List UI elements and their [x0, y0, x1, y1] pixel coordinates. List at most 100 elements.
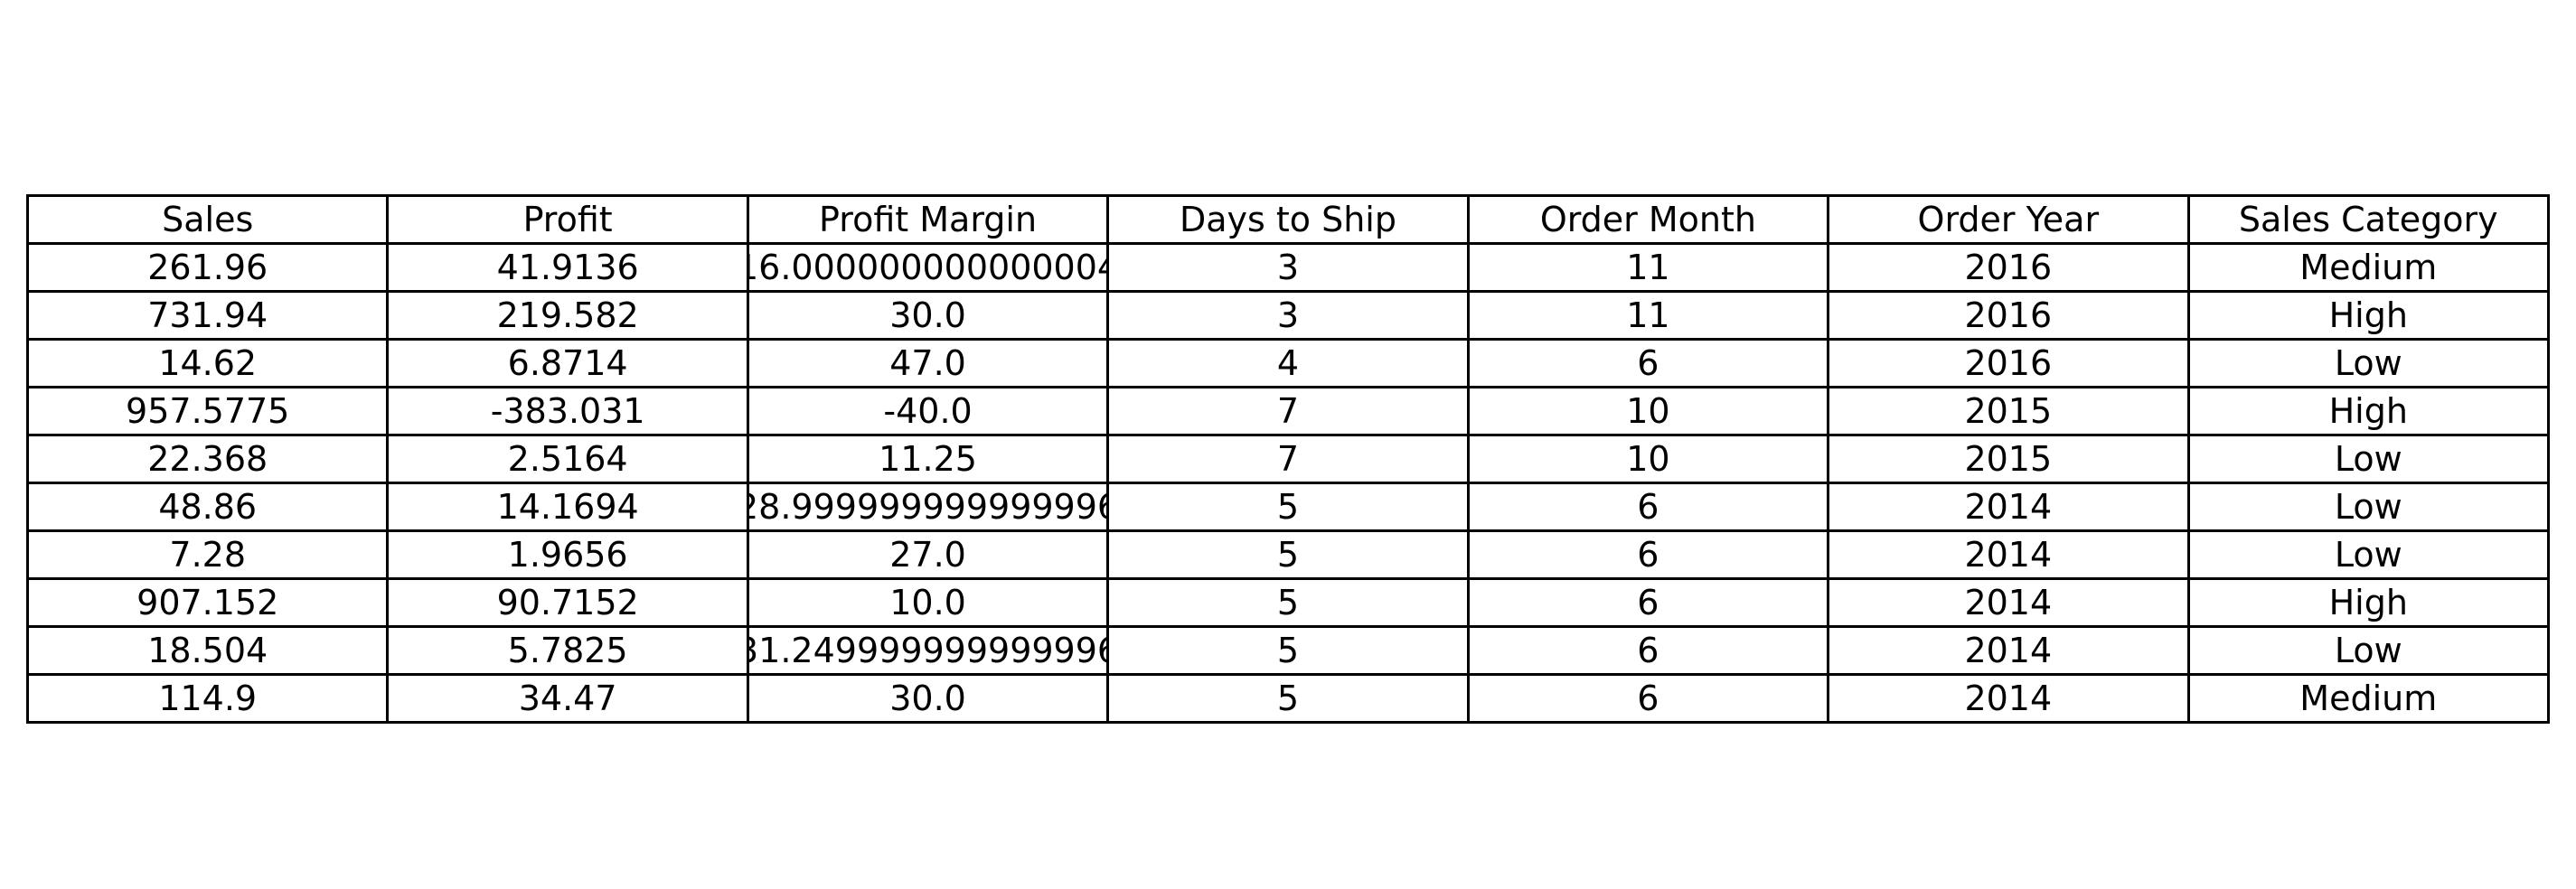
table-cell: 2014	[1827, 625, 2190, 676]
column-header: Order Month	[1466, 194, 1830, 245]
table-cell-text: 2014	[1964, 678, 2053, 718]
table-cell-text: 3	[1276, 295, 1300, 335]
table-cell-text: 22.368	[147, 439, 268, 479]
table-row: 7.28 1.9656 27.0 5 6 2014 Low	[25, 529, 2551, 580]
table-cell: 2014	[1827, 673, 2190, 724]
table-cell: 5	[1106, 673, 1470, 724]
table-cell: Low	[2186, 482, 2551, 532]
table-cell: Medium	[2186, 673, 2551, 724]
table-cell-text: 5.7825	[507, 631, 628, 670]
table-cell: 18.504	[25, 625, 390, 676]
table-cell: 6.8714	[386, 338, 749, 388]
table-cell: 27.0	[746, 529, 1110, 580]
table-cell: 114.9	[25, 673, 390, 724]
table-cell-text: 34.47	[518, 678, 617, 718]
table-cell-text: 6	[1637, 631, 1659, 670]
table-cell: 28.999999999999996	[746, 482, 1110, 532]
table-cell: Low	[2186, 338, 2551, 388]
table-cell-text: 10.0	[889, 583, 966, 622]
table-cell-text: 11	[1626, 295, 1670, 335]
table-row: 907.152 90.7152 10.0 5 6 2014 High	[25, 577, 2551, 628]
table-cell: 11	[1466, 242, 1830, 293]
table-cell-text: High	[2328, 583, 2408, 622]
table-cell-text: Low	[2334, 535, 2402, 575]
table-cell: 907.152	[25, 577, 390, 628]
table-cell: 2.5164	[386, 434, 749, 484]
table-cell-text: 5	[1276, 487, 1300, 527]
table-cell-text: 2015	[1964, 439, 2053, 479]
table-cell-text: -40.0	[883, 391, 973, 431]
table-row: 731.94 219.582 30.0 3 11 2016 High	[25, 290, 2551, 341]
table-cell-text: 2.5164	[507, 439, 628, 479]
table-cell-text: 957.5775	[126, 391, 290, 431]
table-cell-text: 2014	[1964, 631, 2053, 670]
table-cell-text: 6.8714	[507, 343, 628, 383]
table-cell-text: 7	[1276, 439, 1300, 479]
table-row: 18.504 5.7825 31.249999999999996 5 6 2014 Low	[25, 625, 2551, 676]
table-cell: 4	[1106, 338, 1470, 388]
table-cell-text: 6	[1637, 343, 1659, 383]
table-cell: -40.0	[746, 386, 1110, 436]
table-cell-text: 10	[1626, 391, 1670, 431]
table-cell: 6	[1466, 482, 1830, 532]
table-cell-text: 90.7152	[496, 583, 639, 622]
column-header: Sales	[25, 194, 390, 245]
table-cell: High	[2186, 577, 2551, 628]
table-cell-text: 731.94	[147, 295, 268, 335]
table-cell-text: 14.62	[158, 343, 258, 383]
table-cell: 7.28	[25, 529, 390, 580]
table-cell: High	[2186, 290, 2551, 341]
table-cell: Medium	[2186, 242, 2551, 293]
column-header: Sales Category	[2186, 194, 2551, 245]
table-cell-text: 2014	[1964, 583, 2053, 622]
table-cell: 90.7152	[386, 577, 749, 628]
table-row: 957.5775 -383.031 -40.0 7 10 2015 High	[25, 386, 2551, 436]
table-cell-text: 14.1694	[496, 487, 639, 527]
table-cell-text: 2015	[1964, 391, 2053, 431]
table-cell-text: 5	[1276, 583, 1300, 622]
table-cell: Low	[2186, 434, 2551, 484]
table-cell-text: Low	[2334, 439, 2402, 479]
table-cell: 22.368	[25, 434, 390, 484]
table-cell: 2015	[1827, 386, 2190, 436]
table-body: 261.96 41.9136 16.000000000000004 3 11 2016 Me…	[25, 242, 2551, 724]
table-cell: 10.0	[746, 577, 1110, 628]
column-header: Days to Ship	[1106, 194, 1470, 245]
table-cell: 6	[1466, 625, 1830, 676]
table-cell: 34.47	[386, 673, 749, 724]
table-cell: 5.7825	[386, 625, 749, 676]
table-cell: 11	[1466, 290, 1830, 341]
table-header-row: Sales Profit Profit Margin Days to Ship Orde…	[25, 194, 2551, 245]
table-cell-text: 27.0	[889, 535, 966, 575]
table-cell-text: 47.0	[889, 343, 966, 383]
table-cell: 5	[1106, 482, 1470, 532]
table-cell: 6	[1466, 338, 1830, 388]
table-cell-text: 4	[1276, 343, 1300, 383]
table-cell: 11.25	[746, 434, 1110, 484]
table-cell: 6	[1466, 529, 1830, 580]
table-cell: 41.9136	[386, 242, 749, 293]
table-cell-text: 5	[1276, 535, 1300, 575]
table-cell: -383.031	[386, 386, 749, 436]
table-cell-text: High	[2328, 295, 2408, 335]
table-cell: 10	[1466, 386, 1830, 436]
table-cell: 2014	[1827, 482, 2190, 532]
table-cell: 47.0	[746, 338, 1110, 388]
table-cell: 2014	[1827, 529, 2190, 580]
table-cell: 219.582	[386, 290, 749, 341]
table-cell: 7	[1106, 386, 1470, 436]
table-row: 261.96 41.9136 16.000000000000004 3 11 2016 Me…	[25, 242, 2551, 293]
table-cell: 31.249999999999996	[746, 625, 1110, 676]
table-cell: 30.0	[746, 673, 1110, 724]
table-cell-text: 2016	[1964, 295, 2053, 335]
table-cell-text: 28.999999999999996	[748, 487, 1107, 527]
table-cell-text: Medium	[2299, 248, 2438, 287]
table-cell-text: 2016	[1964, 248, 2053, 287]
table-cell: 2016	[1827, 338, 2190, 388]
table-cell-text: Low	[2334, 343, 2402, 383]
table-cell-text: 1.9656	[507, 535, 628, 575]
table-cell: 5	[1106, 529, 1470, 580]
table-cell-text: 2014	[1964, 535, 2053, 575]
table-cell-text: 2016	[1964, 343, 2053, 383]
table-cell: 14.62	[25, 338, 390, 388]
